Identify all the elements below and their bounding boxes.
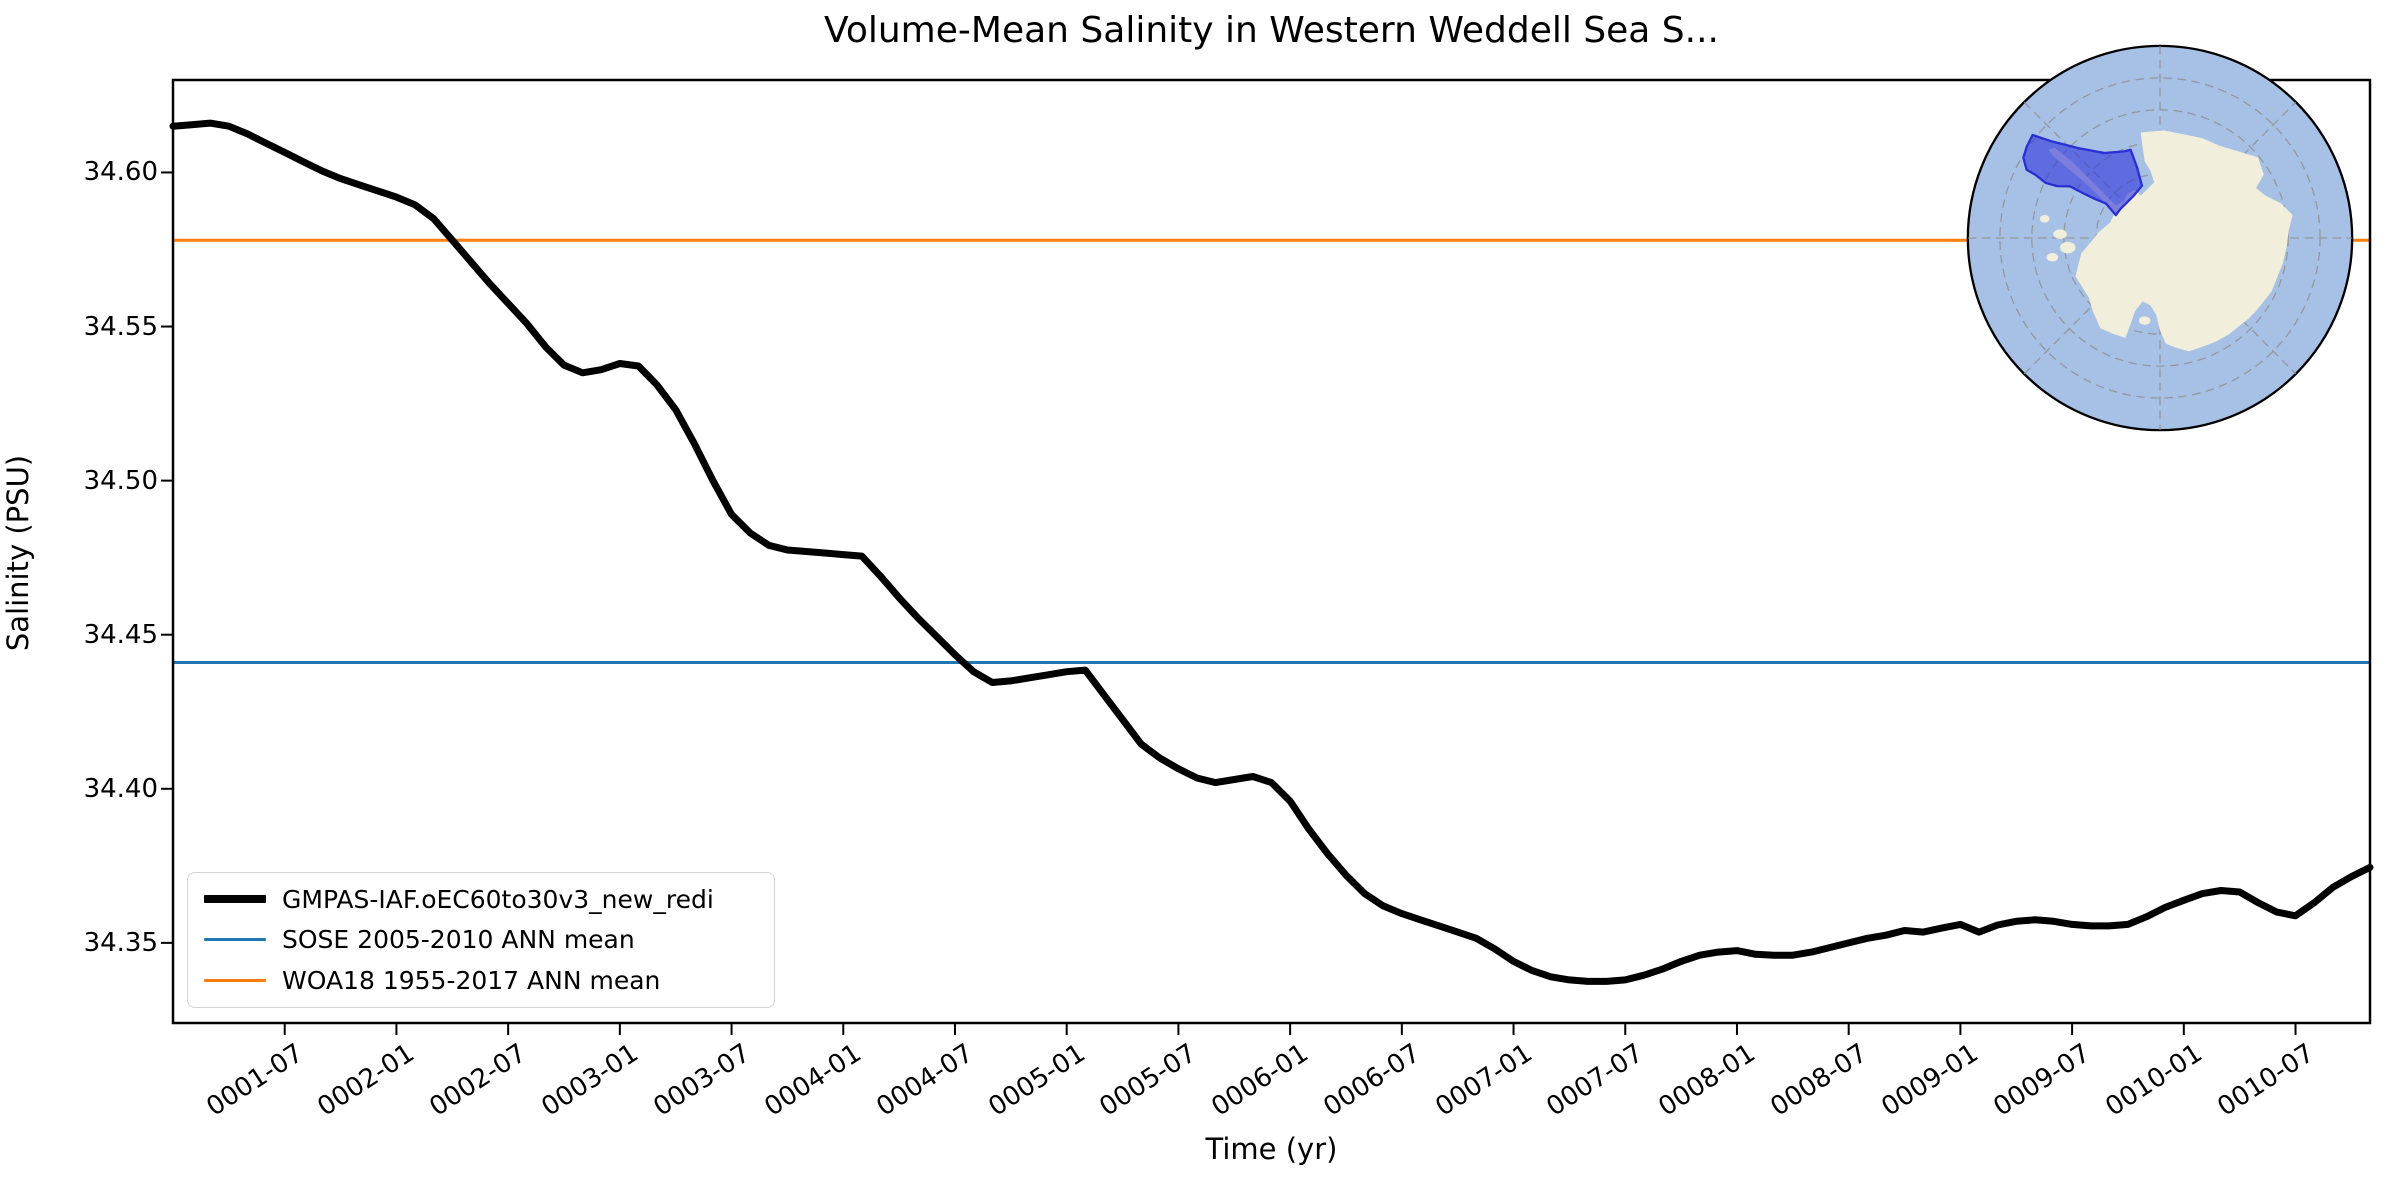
series-model-line — [169, 119, 2374, 985]
map-antarctica — [2039, 130, 2293, 352]
y-tick-label: 34.35 — [83, 927, 158, 958]
y-tick-label: 34.55 — [83, 311, 158, 342]
woa18-line-swatch — [204, 979, 266, 983]
model-line-swatch — [204, 895, 266, 904]
x-axis-label: Time (yr) — [1205, 1132, 1338, 1166]
legend-label-model: GMPAS-IAF.oEC60to30v3_new_redi — [282, 884, 714, 914]
legend-box: GMPAS-IAF.oEC60to30v3_new_redi SOSE 2005… — [187, 872, 775, 1008]
chart-title: Volume-Mean Salinity in Western Weddell … — [824, 10, 1719, 51]
y-tick-label: 34.45 — [83, 619, 158, 650]
y-tick-label: 34.40 — [83, 773, 158, 804]
inset-map — [1966, 44, 2354, 432]
legend-label-woa18: WOA18 1955-2017 ANN mean — [282, 966, 661, 996]
sose-line-swatch — [204, 938, 266, 942]
legend-row-model: GMPAS-IAF.oEC60to30v3_new_redi — [188, 885, 774, 914]
legend-label-sose: SOSE 2005-2010 ANN mean — [282, 925, 635, 955]
y-tick-label: 34.50 — [83, 465, 158, 496]
antarctica-mainland — [2048, 130, 2293, 352]
y-tick-label: 34.60 — [83, 157, 158, 188]
legend-row-sose: SOSE 2005-2010 ANN mean — [188, 925, 774, 954]
map-islands — [2039, 208, 2287, 325]
axes-frame — [171, 78, 2372, 1025]
legend-row-woa18: WOA18 1955-2017 ANN mean — [188, 966, 774, 995]
map-highlight-region — [2022, 133, 2144, 217]
